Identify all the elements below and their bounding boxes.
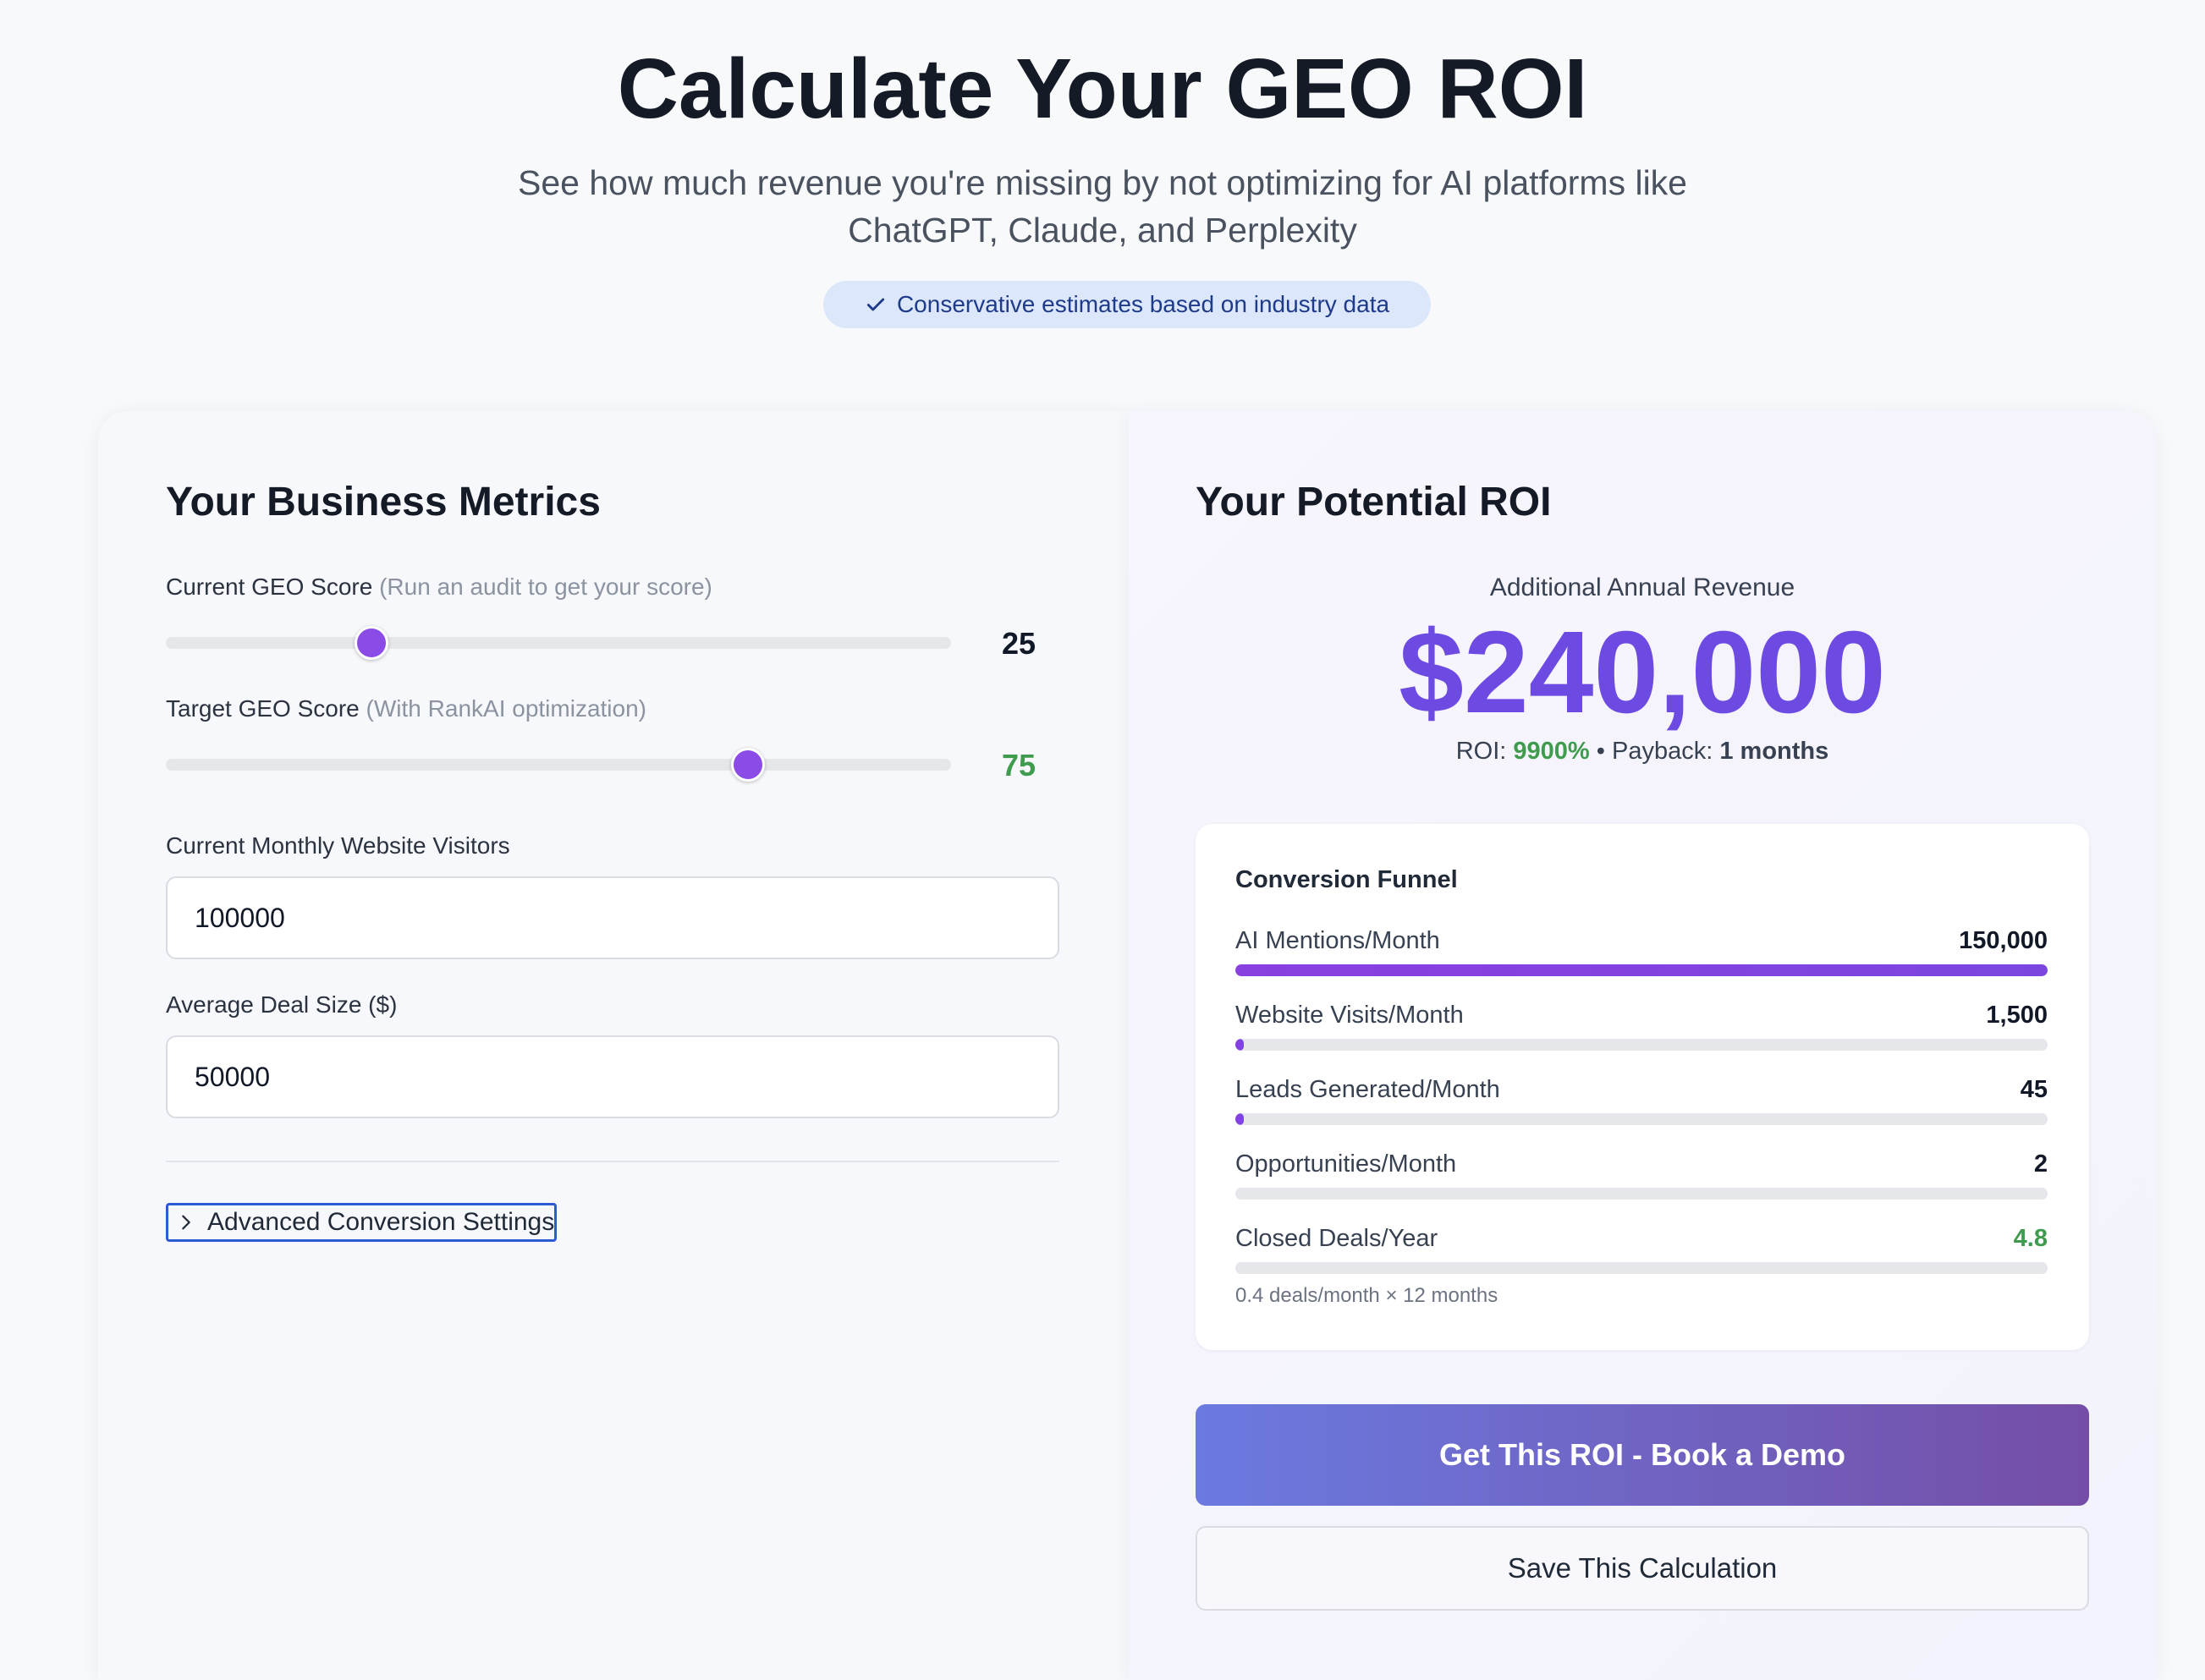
revenue-label: Additional Annual Revenue bbox=[1489, 574, 1795, 601]
visitors-input[interactable] bbox=[166, 876, 1059, 959]
current-score-slider[interactable] bbox=[166, 637, 951, 649]
book-demo-button[interactable]: Get This ROI - Book a Demo bbox=[1196, 1404, 2089, 1506]
page-subtitle: See how much revenue you're missing by n… bbox=[518, 163, 1687, 250]
funnel-bar-leads bbox=[1235, 1113, 2048, 1125]
roi-title: Your Potential ROI bbox=[1196, 480, 1552, 524]
save-calculation-button[interactable]: Save This Calculation bbox=[1196, 1526, 2089, 1611]
chevron-right-icon bbox=[182, 1215, 190, 1230]
payback-value: 1 months bbox=[1719, 738, 1829, 765]
funnel-label-opportunities: Opportunities/Month bbox=[1235, 1150, 1457, 1178]
estimate-badge: Conservative estimates based on industry… bbox=[823, 281, 1431, 328]
funnel-label-mentions: AI Mentions/Month bbox=[1235, 927, 1440, 954]
target-score-slider-thumb[interactable] bbox=[731, 748, 765, 782]
advanced-settings-toggle[interactable]: Advanced Conversion Settings bbox=[166, 1203, 558, 1242]
funnel-title: Conversion Funnel bbox=[1235, 866, 1458, 893]
current-score-label: Current GEO Score (Run an audit to get y… bbox=[166, 574, 712, 600]
funnel-value-visits: 1,500 bbox=[1986, 1002, 2048, 1029]
funnel-value-mentions: 150,000 bbox=[1959, 927, 2048, 954]
funnel-value-leads: 45 bbox=[2020, 1076, 2048, 1103]
roi-percent: 9900% bbox=[1513, 738, 1590, 765]
funnel-value-opportunities: 2 bbox=[2033, 1150, 2048, 1178]
current-score-value: 25 bbox=[1001, 626, 1037, 661]
funnel-note: 0.4 deals/month × 12 months bbox=[1235, 1284, 1498, 1307]
funnel-bar-mentions bbox=[1235, 964, 2048, 976]
funnel-bar-visits bbox=[1235, 1039, 2048, 1051]
revenue-amount: $240,000 bbox=[1399, 607, 1886, 738]
target-score-value: 75 bbox=[1001, 748, 1037, 782]
roi-summary: ROI: 9900% • Payback: 1 months bbox=[1455, 738, 1829, 765]
funnel-label-leads: Leads Generated/Month bbox=[1235, 1076, 1500, 1103]
funnel-value-closed-deals: 4.8 bbox=[2013, 1225, 2048, 1252]
funnel-bar-closed-deals bbox=[1235, 1262, 2048, 1274]
deal-size-label: Average Deal Size ($) bbox=[166, 991, 398, 1018]
current-score-slider-thumb[interactable] bbox=[355, 626, 388, 660]
badge-text: Conservative estimates based on industry… bbox=[896, 291, 1390, 317]
advanced-settings-label: Advanced Conversion Settings bbox=[207, 1208, 555, 1236]
visitors-label: Current Monthly Website Visitors bbox=[166, 832, 510, 859]
page-title: Calculate Your GEO ROI bbox=[617, 41, 1588, 136]
divider bbox=[166, 1161, 1059, 1162]
funnel-label-closed-deals: Closed Deals/Year bbox=[1235, 1225, 1438, 1252]
target-score-slider[interactable] bbox=[166, 759, 951, 771]
funnel-label-visits: Website Visits/Month bbox=[1235, 1002, 1464, 1029]
deal-size-input[interactable] bbox=[166, 1035, 1059, 1118]
check-icon bbox=[866, 298, 885, 311]
target-score-label: Target GEO Score (With RankAI optimizati… bbox=[166, 695, 646, 722]
funnel-bar-opportunities bbox=[1235, 1188, 2048, 1200]
business-metrics-title: Your Business Metrics bbox=[166, 480, 601, 524]
